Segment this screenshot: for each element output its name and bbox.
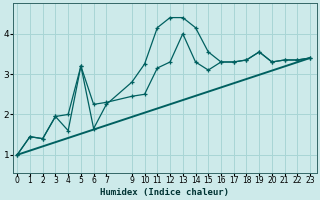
- X-axis label: Humidex (Indice chaleur): Humidex (Indice chaleur): [100, 188, 229, 197]
